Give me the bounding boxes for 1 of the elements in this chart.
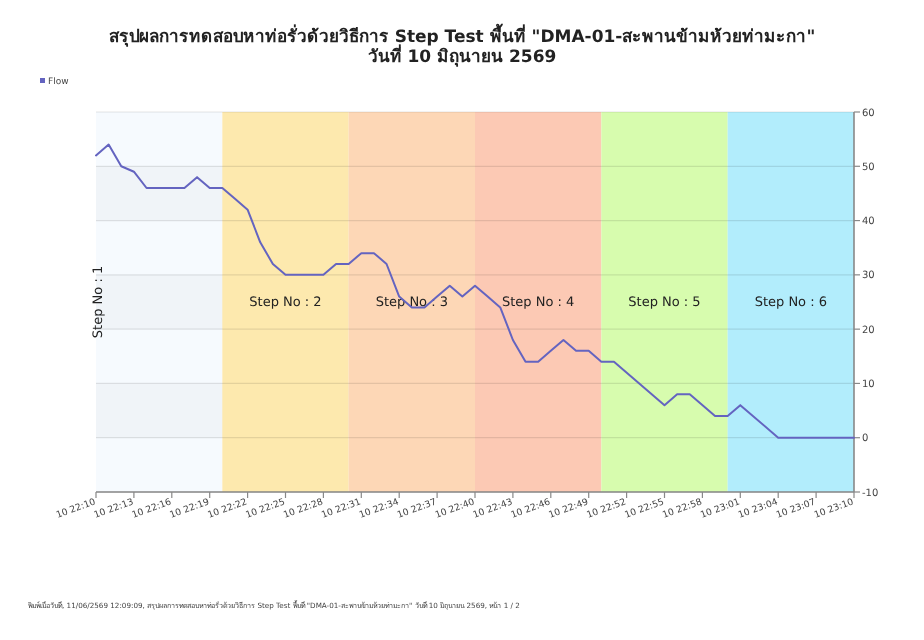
chart-title: สรุปผลการทดสอบหาท่อรั่วด้วยวิธีการ Step Test พื้นที่ "DMA-01-สะพานข้ามห้วยท่ามะกา" <box>108 22 816 48</box>
